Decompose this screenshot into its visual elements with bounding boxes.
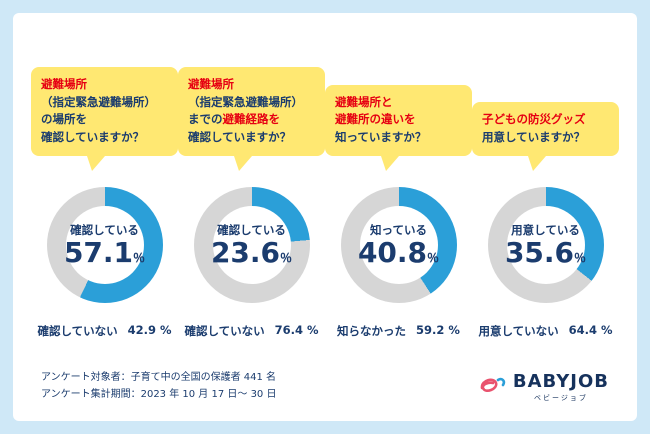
question-text: 確認していますか？ (188, 130, 292, 145)
donut-hole: 確認している 57.1％ (63, 206, 146, 284)
bubble-tail (234, 156, 252, 171)
question-text: （指定緊急避難場所） (41, 94, 156, 109)
survey-note-target: アンケート対象者：子育て中の全国の保護者 441 名 (41, 372, 277, 383)
bubble-tail (87, 156, 105, 171)
donut-answer-label: 確認している (70, 222, 139, 237)
donut-chart-1: 確認している 57.1％ (46, 187, 163, 303)
question-bubble-1: 避難場所 （指定緊急避難場所） の場所を 確認していますか？ (31, 66, 178, 156)
survey-notes: アンケート対象者：子育て中の全国の保護者 441 名 アンケート集計期間：202… (41, 369, 276, 403)
question-text: までの (188, 112, 223, 127)
donut-chart-2: 確認している 23.6％ (193, 187, 310, 303)
question-bubble-wrap: 避難場所と 避難所の違いを 知っていますか？ (325, 43, 472, 171)
donut-hole: 知っている 40.8％ (357, 206, 440, 284)
donut-answer-label: 用意している (511, 222, 580, 237)
donut-percentage: 40.8％ (357, 235, 440, 269)
question-bubble-2: 避難場所 （指定緊急避難場所） までの避難経路を 確認していますか？ (178, 66, 325, 156)
question-text: 子どもの防災グッズ (482, 112, 586, 127)
infographic-card: 避難場所 （指定緊急避難場所） の場所を 確認していますか？ 確認している 57… (13, 13, 637, 421)
donut-percentage: 35.6％ (504, 235, 587, 269)
logo-name: BABYJOB (512, 371, 609, 392)
negative-answer-label: 確認していない (184, 324, 265, 338)
question-bubble-3: 避難場所と 避難所の違いを 知っていますか？ (325, 84, 472, 156)
donut-hole: 確認している 23.6％ (210, 206, 293, 284)
negative-answer-value: 42.9 % (127, 323, 172, 337)
negative-answer-2: 確認していない 76.4 % (178, 323, 325, 339)
survey-column-1: 避難場所 （指定緊急避難場所） の場所を 確認していますか？ 確認している 57… (31, 43, 178, 339)
negative-answer-4: 用意していない 64.4 % (472, 323, 619, 339)
question-text: 知っていますか？ (335, 130, 427, 145)
question-text: 避難場所 (41, 76, 87, 91)
footer: アンケート対象者：子育て中の全国の保護者 441 名 アンケート集計期間：202… (31, 369, 619, 407)
babyjob-logo: BABYJOB ベビージョブ (477, 373, 609, 403)
survey-column-3: 避難場所と 避難所の違いを 知っていますか？ 知っている 40.8％ 知らなかっ… (325, 43, 472, 339)
donut-answer-label: 知っている (370, 222, 427, 237)
babyjob-swirl-icon (477, 374, 507, 402)
question-bubble-wrap: 避難場所 （指定緊急避難場所） までの避難経路を 確認していますか？ (178, 43, 325, 171)
negative-answer-1: 確認していない 42.9 % (31, 323, 178, 339)
question-text: 用意していますか？ (482, 130, 586, 145)
logo-text: BABYJOB ベビージョブ (513, 373, 609, 403)
donut-percentage: 57.1％ (63, 235, 146, 269)
donut-chart-4: 用意している 35.6％ (487, 187, 604, 303)
donut-percentage: 23.6％ (210, 235, 293, 269)
negative-answer-label: 知らなかった (337, 324, 407, 338)
donut-answer-label: 確認している (217, 222, 286, 237)
negative-answer-3: 知らなかった 59.2 % (325, 323, 472, 339)
question-bubble-wrap: 避難場所 （指定緊急避難場所） の場所を 確認していますか？ (31, 43, 178, 171)
survey-column-2: 避難場所 （指定緊急避難場所） までの避難経路を 確認していますか？ 確認してい… (178, 43, 325, 339)
negative-answer-value: 59.2 % (416, 323, 460, 337)
question-bubble-wrap: 子どもの防災グッズ 用意していますか？ (472, 43, 619, 171)
survey-column-4: 子どもの防災グッズ 用意していますか？ 用意している 35.6％ 用意していない… (472, 43, 619, 339)
survey-note-period: アンケート集計期間：2023 年 10 月 17 日〜 30 日 (41, 389, 277, 400)
negative-answer-label: 用意していない (478, 324, 559, 338)
logo-subtitle: ベビージョブ (533, 394, 588, 402)
donut-chart-3: 知っている 40.8％ (340, 187, 457, 303)
negative-answer-value: 64.4 % (568, 323, 613, 337)
question-bubble-4: 子どもの防災グッズ 用意していますか？ (472, 102, 619, 156)
donut-hole: 用意している 35.6％ (504, 206, 587, 284)
survey-columns: 避難場所 （指定緊急避難場所） の場所を 確認していますか？ 確認している 57… (31, 43, 619, 339)
negative-answer-value: 76.4 % (274, 323, 319, 337)
question-text: 避難場所と (335, 94, 393, 109)
question-text: 確認していますか？ (41, 130, 145, 145)
question-text: （指定緊急避難場所） (188, 94, 303, 109)
bubble-tail (528, 156, 546, 171)
question-text: の場所を (41, 112, 87, 127)
bubble-tail (381, 156, 399, 171)
question-text: 避難場所 (188, 76, 234, 91)
negative-answer-label: 確認していない (37, 324, 118, 338)
question-text: 避難経路を (222, 112, 281, 127)
question-text: 避難所の違いを (335, 112, 416, 127)
